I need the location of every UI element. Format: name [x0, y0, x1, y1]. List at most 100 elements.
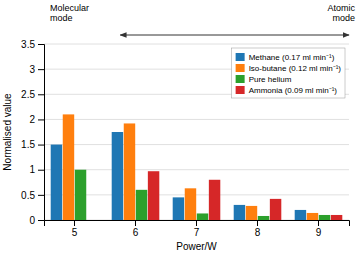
tick: 8 [255, 220, 261, 238]
bar [63, 114, 74, 220]
annotation-line: mode [332, 13, 355, 23]
legend-swatch [236, 64, 245, 72]
legend-label: Methane (0.17 ml min⁻¹) [249, 53, 335, 62]
bar [234, 205, 245, 220]
tick-mark [196, 220, 197, 226]
grid [44, 44, 349, 220]
tick: 1 [29, 164, 44, 175]
tick-label: 7 [194, 227, 200, 238]
bar [124, 123, 135, 220]
annotation-line: Atomic [327, 3, 355, 13]
tick-mark [38, 119, 44, 120]
bar-series [148, 171, 342, 220]
grid-line [44, 119, 349, 120]
chart: 5 6 7 8 9 0 0.5 1 1.5 2 2.5 3 3.5 Methane (0.17 ml mi… [0, 0, 359, 254]
annotation-line: mode [50, 13, 73, 23]
legend-entry: Methane (0.17 ml min⁻¹) [236, 53, 335, 62]
tick-mark [74, 220, 75, 226]
legend-label: Ammonia (0.09 ml min⁻¹) [249, 86, 338, 95]
bar [197, 213, 208, 220]
bar [75, 170, 86, 220]
bar [270, 199, 281, 220]
bars [51, 114, 343, 220]
tick-mark [38, 145, 44, 146]
mode-arrow [120, 35, 349, 36]
annotation: Atomicmode [327, 3, 355, 23]
legend-label: Pure helium [249, 75, 292, 84]
tick-mark [257, 220, 258, 226]
tick: 2 [29, 114, 44, 125]
grid-line [44, 144, 349, 145]
legend-swatch [236, 53, 245, 61]
tick-label: 2 [29, 114, 35, 125]
bar-series [75, 170, 330, 220]
tick-mark [38, 44, 44, 45]
tick: 6 [133, 220, 139, 238]
y-axis-title: Normalised value [2, 93, 13, 171]
tick-label: 8 [255, 227, 261, 238]
tick: 1.5 [21, 139, 44, 150]
legend: Methane (0.17 ml min⁻¹) Iso-butane (0.12 … [232, 48, 345, 98]
bar [246, 206, 257, 220]
bar [258, 216, 269, 220]
tick-label: 5 [72, 227, 78, 238]
grid-line [44, 44, 349, 45]
tick-label: 0 [29, 215, 35, 226]
tick-label: 3.5 [21, 39, 35, 50]
bar [51, 145, 62, 220]
tick-label: 3 [29, 64, 35, 75]
annotation: Molecularmode [50, 3, 89, 23]
legend-label: Iso-butane (0.12 ml min⁻¹) [249, 64, 342, 73]
bar [173, 197, 184, 220]
bar-series [51, 132, 306, 220]
tick-label: 1 [29, 164, 35, 175]
tick: 0 [29, 215, 44, 226]
tick: 0.5 [21, 190, 44, 201]
tick-mark [38, 69, 44, 70]
tick-mark [135, 220, 136, 226]
tick: 2.5 [21, 89, 44, 100]
bar [331, 215, 342, 220]
plot: 5 6 7 8 9 0 0.5 1 1.5 2 2.5 3 3.5 Methane (0.17 ml mi… [21, 39, 349, 238]
tick-label: 0.5 [21, 190, 35, 201]
bar [112, 132, 123, 220]
bar [319, 215, 330, 220]
tick-mark [38, 220, 44, 221]
bar [209, 180, 220, 220]
tick-label: 1.5 [21, 139, 35, 150]
bar [87, 220, 98, 221]
axis-line [45, 221, 350, 227]
bar [136, 190, 147, 220]
legend-entry: Iso-butane (0.12 ml min⁻¹) [236, 64, 342, 73]
annotation-line: Molecular [50, 3, 89, 13]
tick-label: 6 [133, 227, 139, 238]
axis-line [38, 45, 45, 221]
legend-entry: Pure helium [236, 75, 292, 84]
annotations: MolecularmodeAtomicmode [50, 3, 355, 35]
tick-label: 9 [316, 227, 322, 238]
tick: 3.5 [21, 39, 44, 50]
tick-mark [318, 220, 319, 226]
bar-series [63, 114, 318, 220]
tick: 3 [29, 64, 44, 75]
tick: 9 [316, 220, 322, 238]
grid-line [44, 194, 349, 195]
bar [148, 171, 159, 220]
legend-swatch [236, 75, 245, 83]
bar [307, 213, 318, 220]
tick-mark [38, 195, 44, 196]
y-axis: 0 0.5 1 1.5 2 2.5 3 3.5 [21, 39, 44, 226]
grid-line [44, 169, 349, 170]
legend-box [232, 48, 345, 98]
x-axis: 5 6 7 8 9 [45, 220, 350, 238]
bar [185, 188, 196, 220]
legend-swatch [236, 86, 245, 94]
tick-mark [38, 94, 44, 95]
tick-label: 2.5 [21, 89, 35, 100]
legend-entry: Ammonia (0.09 ml min⁻¹) [236, 86, 338, 95]
bar [295, 210, 306, 220]
tick: 7 [194, 220, 200, 238]
tick: 5 [72, 220, 78, 238]
x-axis-title: Power/W [176, 241, 217, 252]
tick-mark [38, 170, 44, 171]
